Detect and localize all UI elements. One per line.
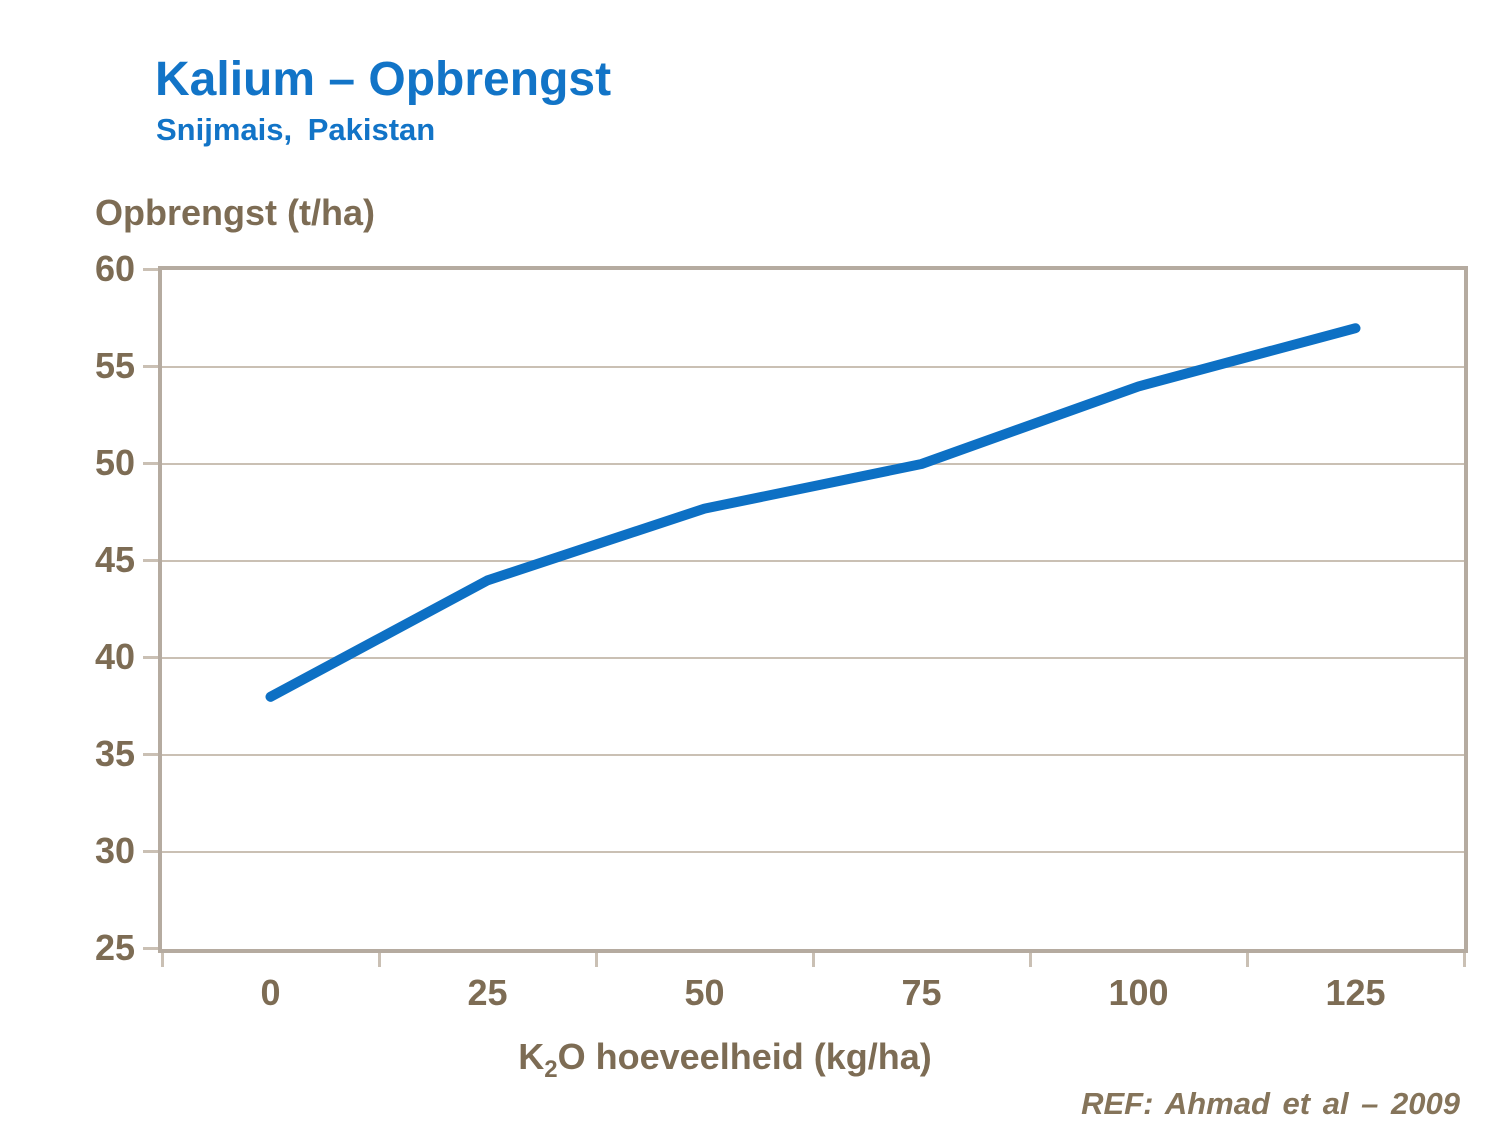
x-axis-tick-mark xyxy=(1462,953,1466,967)
plot-area xyxy=(158,266,1468,953)
y-axis-tick-mark xyxy=(143,849,158,853)
y-axis-tick-mark xyxy=(143,364,158,368)
y-axis-tick-label: 50 xyxy=(94,441,135,483)
x-axis-tick-label: 50 xyxy=(684,972,725,1013)
page-title: Kalium – Opbrengst xyxy=(155,53,612,106)
x-axis-title-base: K xyxy=(518,1036,545,1077)
x-axis-tick-mark xyxy=(1028,953,1032,967)
x-axis-title-rest: O hoeveelheid (kg/ha) xyxy=(557,1036,932,1077)
x-axis-tick-label: 0 xyxy=(260,972,281,1013)
x-axis-tick-mark xyxy=(1245,953,1249,967)
x-axis-tick-label: 100 xyxy=(1108,972,1169,1013)
y-axis-tick-label: 25 xyxy=(94,926,135,968)
y-axis-tick-mark xyxy=(143,946,158,950)
x-axis-tick-mark xyxy=(377,953,381,967)
x-axis-tick-mark xyxy=(594,953,598,967)
line-chart xyxy=(162,323,1464,853)
y-axis-tick-mark xyxy=(143,558,158,562)
y-axis-title: Opbrengst (t/ha) xyxy=(95,192,375,233)
y-axis-tick-mark xyxy=(143,752,158,756)
y-axis-tick-mark xyxy=(143,267,158,271)
reference-citation: REF: Ahmad et al – 2009 xyxy=(1081,1086,1460,1121)
y-axis-tick-label: 55 xyxy=(94,344,135,386)
data-series-line xyxy=(265,323,1361,702)
x-axis-tick-mark xyxy=(160,953,164,967)
x-axis-tick-label: 25 xyxy=(467,972,508,1013)
y-axis-tick-mark xyxy=(143,655,158,659)
x-axis-tick-mark xyxy=(811,953,815,967)
y-axis-tick-mark xyxy=(143,461,158,465)
y-axis-tick-label: 35 xyxy=(94,732,135,774)
x-axis-title-subscript: 2 xyxy=(544,1056,558,1083)
y-axis-tick-label: 60 xyxy=(94,247,135,289)
x-axis-tick-label: 75 xyxy=(901,972,942,1013)
y-axis-tick-label: 45 xyxy=(94,538,135,580)
x-axis-title: K2O hoeveelheid (kg/ha) xyxy=(518,1036,932,1082)
x-axis-tick-label: 125 xyxy=(1325,972,1386,1013)
y-axis-tick-label: 30 xyxy=(94,829,135,871)
page-subtitle: Snijmais, Pakistan xyxy=(156,112,436,147)
y-axis-tick-label: 40 xyxy=(94,635,135,677)
